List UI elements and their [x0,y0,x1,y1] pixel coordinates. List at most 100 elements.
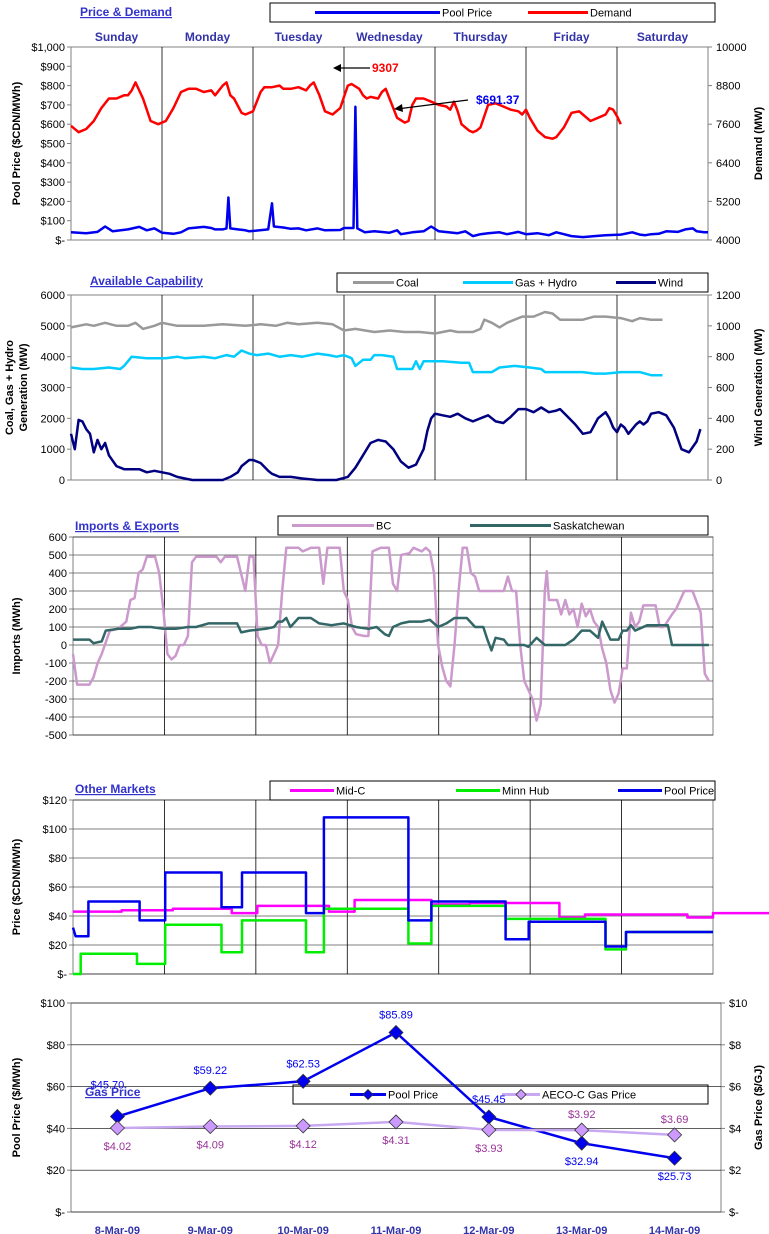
data-label: $62.53 [286,1058,320,1070]
chart-price_demand: Price & Demand Pool Price Demand $- $100 $200… [11,3,765,247]
y2-tick-label: $8 [729,1040,741,1052]
day-label: Monday [185,30,231,44]
chart-title: Price & Demand [80,5,172,19]
y-tick-label: 300 [49,586,67,598]
y2-tick-label: 5200 [716,196,740,208]
annotation-demand-peak: 9307 [372,61,399,75]
data-label: $4.12 [289,1139,317,1151]
y-tick-label: 400 [49,568,67,580]
y-axis-title: Pool Price ($CDN/MWh) [11,81,23,205]
y-tick-label: 0 [59,475,65,487]
day-label: Tuesday [275,30,323,44]
y2-tick-label: 400 [716,413,734,425]
y-tick-label: 2000 [41,413,65,425]
data-point [482,1123,496,1137]
legend-label: BC [376,521,391,533]
data-label: $3.92 [568,1109,596,1121]
y-tick-label: $500 [41,139,65,151]
x-tick-label: 14-Mar-09 [649,1225,700,1234]
y2-tick-label: 10000 [716,42,747,54]
y-tick-label: 0 [61,640,67,652]
y-tick-label: 1000 [41,444,65,456]
data-point [296,1119,310,1133]
series-line-saskatchewan [73,618,709,650]
legend-label: Pool Price [388,1090,438,1102]
series-line-pool-price [73,817,713,946]
legend-label: Saskatchewan [553,521,625,533]
y2-tick-label: 600 [716,383,734,395]
y-tick-label: 4000 [41,352,65,364]
y2-tick-label: 7600 [716,119,740,131]
series-line-coal [71,312,663,334]
chart-gas_price: Gas Price Pool Price AECO-C Gas Price $- $20… [11,998,765,1234]
x-tick-label: 11-Mar-09 [371,1225,422,1234]
y2-axis-title: Demand (MW) [753,107,765,181]
y2-axis-title: Wind Generation (MW) [753,328,765,446]
legend-label: Demand [590,8,632,20]
data-point [668,1151,682,1165]
y2-tick-label: 1200 [716,290,740,302]
y-tick-label: $700 [41,100,65,112]
y-tick-label: 5000 [41,321,65,333]
y-tick-label: $20 [47,1165,65,1177]
x-tick-label: 10-Mar-09 [277,1225,328,1234]
data-point [575,1123,589,1137]
y-tick-label: $- [55,235,65,247]
y2-tick-label: $- [729,1207,739,1219]
y-tick-label: $600 [41,119,65,131]
chart-title: Available Capability [90,274,203,288]
data-point [389,1115,403,1129]
legend-label: Gas + Hydro [515,278,577,290]
y-tick-label: $- [55,1207,65,1219]
y-tick-label: 6000 [41,290,65,302]
data-point [203,1081,217,1095]
series-line-wind [71,408,700,481]
day-label: Sunday [95,30,139,44]
y-axis-title-line: Coal, Gas + Hydro [4,340,16,435]
chart-title: Other Markets [75,782,156,796]
y-tick-label: $60 [47,1082,65,1094]
x-tick-label: 13-Mar-09 [556,1225,607,1234]
chart-available_capability: Available Capability Coal Gas + Hydro Wind 0… [4,273,765,487]
y-tick-label: $1,000 [31,42,65,54]
legend-label: Pool Price [442,8,492,20]
y-tick-label: 600 [49,532,67,544]
y-tick-label: $100 [43,824,67,836]
y2-tick-label: $10 [729,998,747,1010]
x-tick-label: 9-Mar-09 [188,1225,233,1234]
y-tick-label: $80 [47,1040,65,1052]
y2-tick-label: $2 [729,1165,741,1177]
day-label: Friday [553,30,589,44]
y2-tick-label: 0 [716,475,722,487]
y-tick-label: 500 [49,550,67,562]
y-tick-label: $100 [41,216,65,228]
data-point [110,1121,124,1135]
legend-label: AECO-C Gas Price [542,1090,636,1102]
y-tick-label: $400 [41,158,65,170]
series-line-gas-hydro [71,351,663,376]
legend-label: Coal [396,278,419,290]
plot-frame [71,47,708,240]
series-line-mid-c [73,900,769,918]
y-tick-label: $40 [47,1123,65,1135]
series-line-demand [71,82,621,138]
data-label: $59.22 [193,1065,227,1077]
y-tick-label: -300 [45,694,67,706]
y-tick-label: $20 [49,940,67,952]
legend-label: Mid-C [336,786,365,798]
data-point [203,1120,217,1134]
y2-tick-label: 800 [716,352,734,364]
day-label: Thursday [453,30,507,44]
y-axis-title-line: Generation (MW) [18,343,30,431]
y-tick-label: $60 [49,882,67,894]
y2-tick-label: 6400 [716,158,740,170]
y2-tick-label: 4000 [716,235,740,247]
y2-axis-title: Gas Price ($/GJ) [753,1065,765,1150]
data-point [575,1136,589,1150]
data-label: $85.89 [379,1009,413,1021]
y-tick-label: 100 [49,622,67,634]
y-tick-label: $300 [41,177,65,189]
data-label: $45.45 [472,1094,506,1106]
y-tick-label: $- [57,969,67,981]
